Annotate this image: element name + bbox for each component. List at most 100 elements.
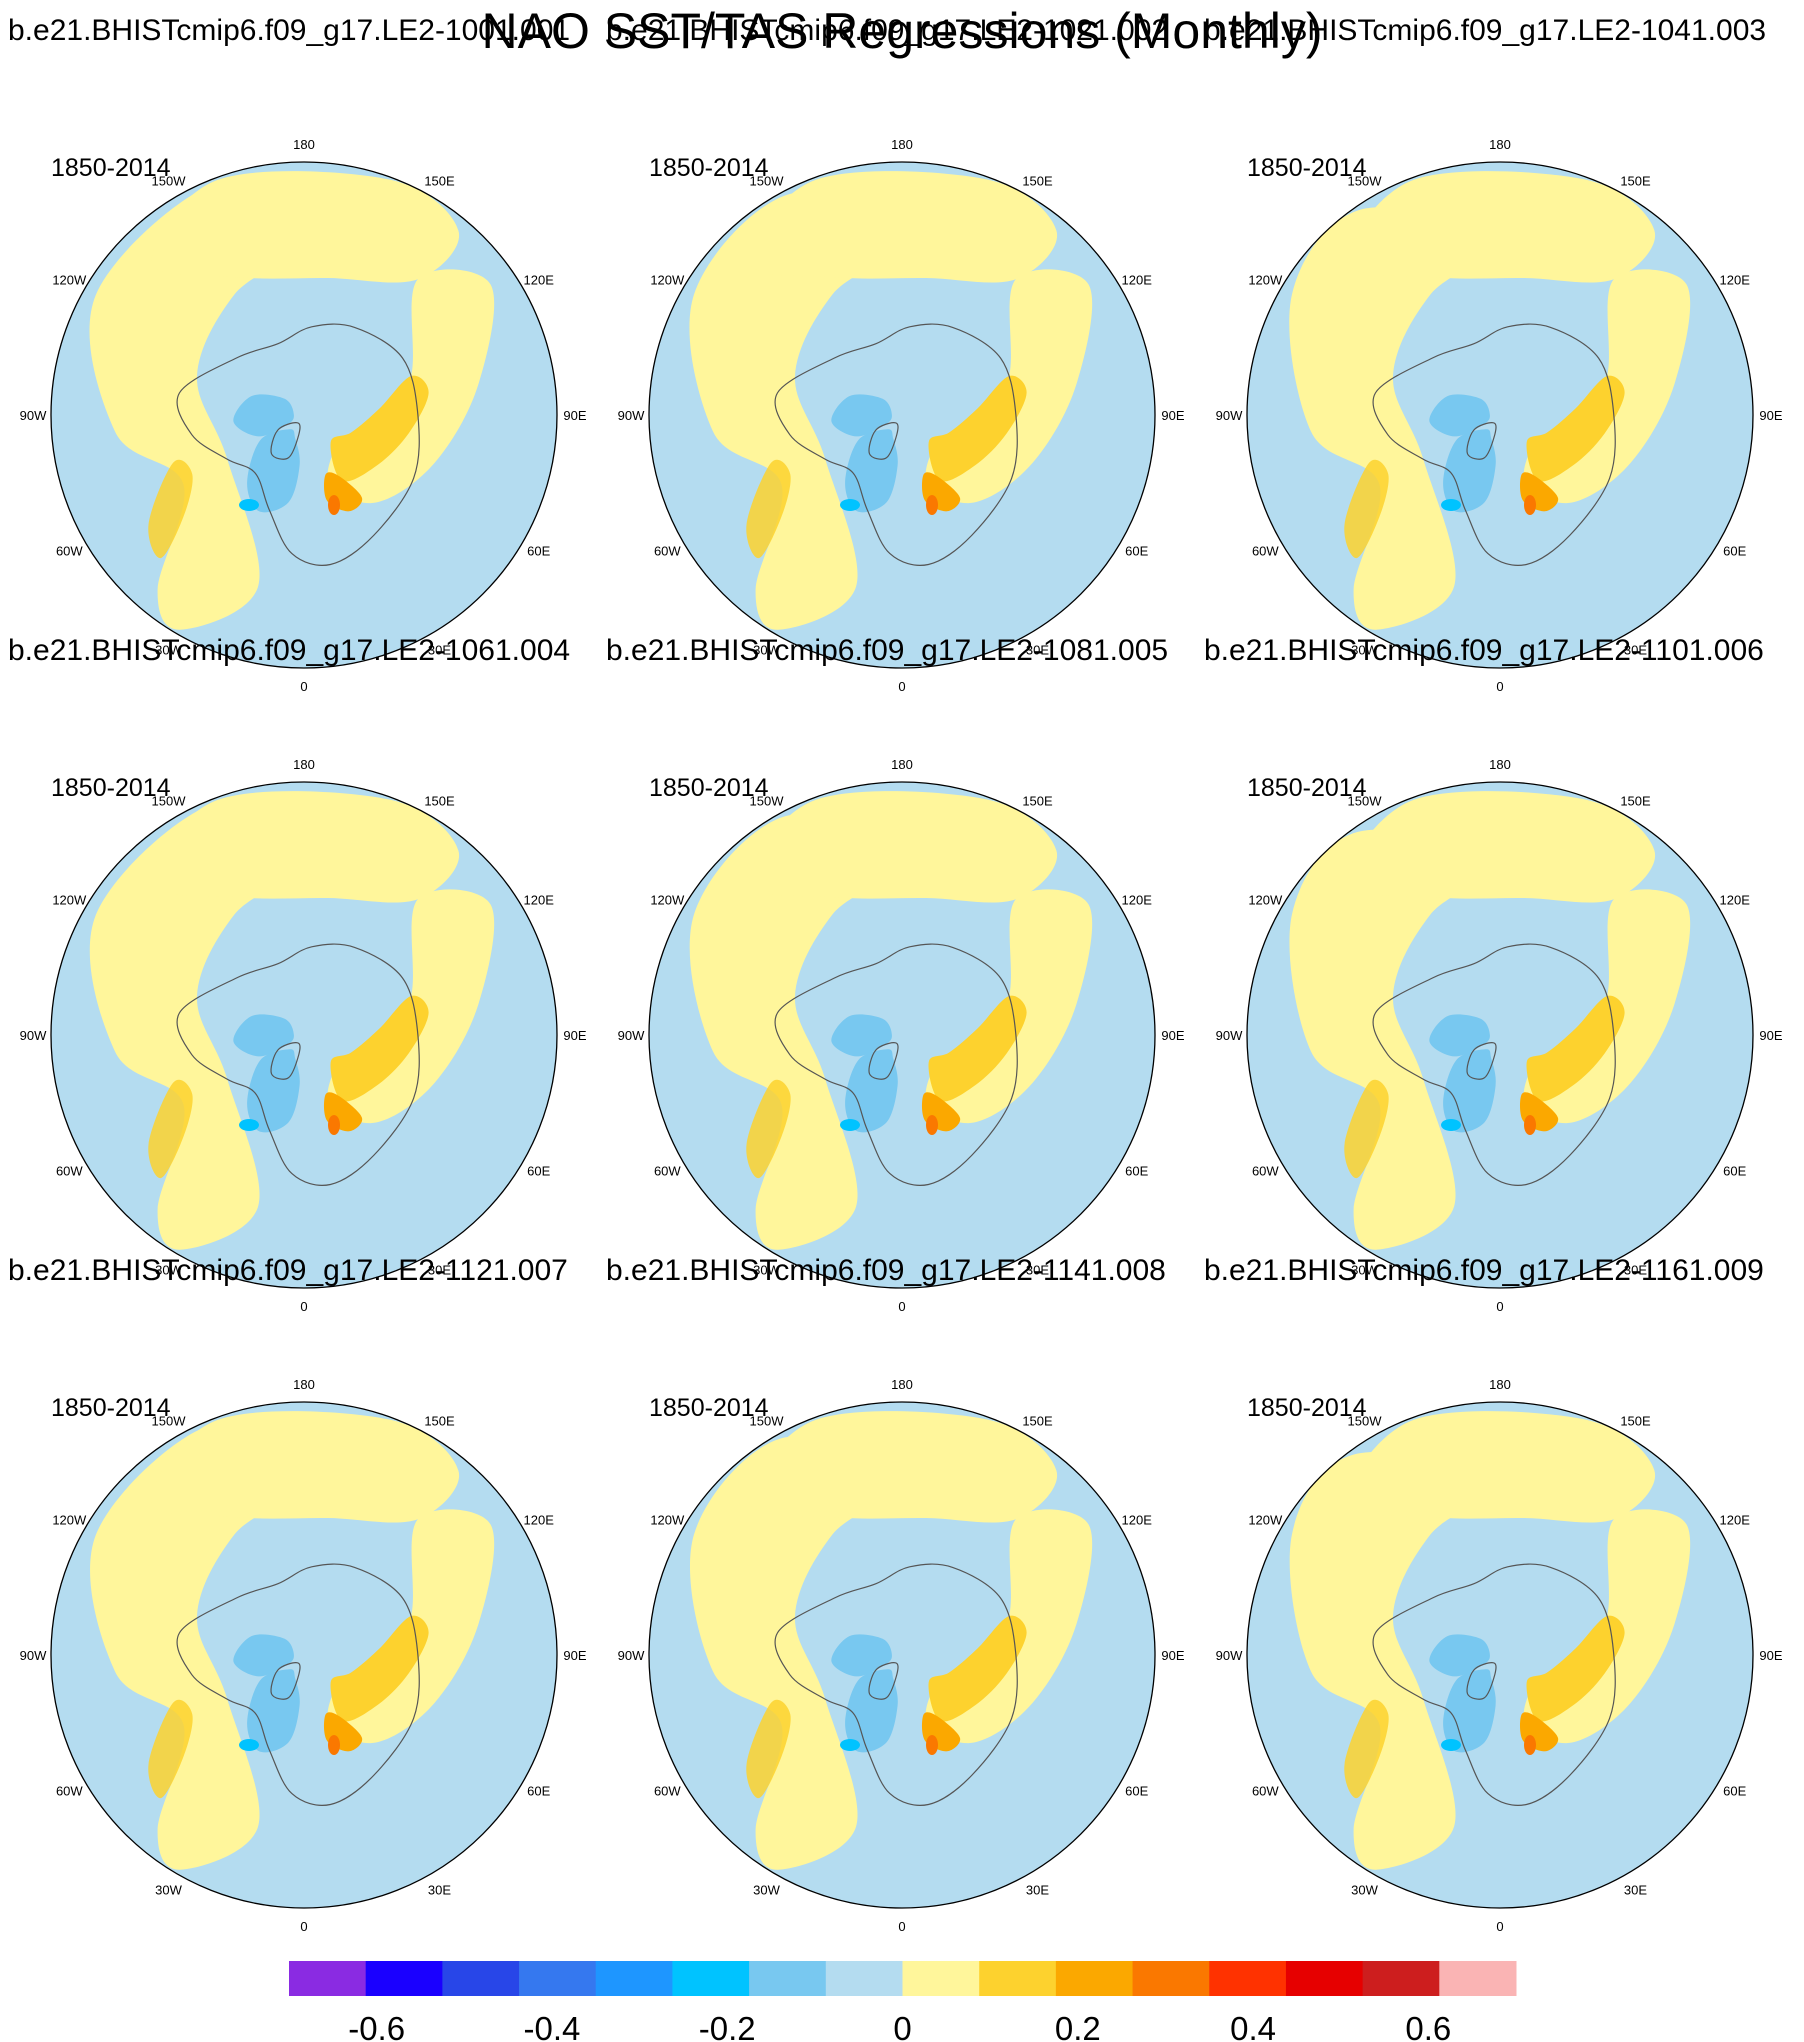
longitude-label: 150W — [750, 1413, 785, 1428]
longitude-label: 120W — [1248, 273, 1283, 288]
strong-positive-region — [1526, 1615, 1625, 1722]
very-strong-positive-spot — [926, 495, 938, 515]
coastlines — [774, 1563, 1018, 1806]
negative-region — [247, 1669, 300, 1753]
longitude-label: 60E — [1125, 1784, 1148, 1799]
longitude-label: 120E — [524, 1513, 555, 1528]
strong-negative-spot — [1441, 1119, 1461, 1131]
longitude-label: 150E — [1022, 793, 1053, 808]
longitude-label: 120E — [524, 273, 555, 288]
panel-title: b.e21.BHISTcmip6.f09_g17.LE2-1101.006 — [1204, 634, 1764, 667]
longitude-label: 120E — [1122, 893, 1153, 908]
longitude-label: 90W — [1216, 1648, 1243, 1663]
panel-title: b.e21.BHISTcmip6.f09_g17.LE2-1121.007 — [8, 1254, 568, 1287]
longitude-label: 30E — [428, 643, 451, 658]
longitude-label: 30W — [753, 643, 780, 658]
panel-period: 1850-2014 — [1247, 774, 1367, 802]
map-outline — [50, 161, 558, 669]
strong-negative-spot — [840, 499, 860, 511]
negative-region — [1429, 1634, 1490, 1677]
longitude-label: 90E — [1759, 408, 1782, 423]
strong-positive-region — [928, 1615, 1027, 1722]
panel-title: b.e21.BHISTcmip6.f09_g17.LE2-1001.001 — [8, 14, 571, 47]
strong-positive-region — [330, 995, 429, 1102]
positive-region — [89, 180, 305, 630]
longitude-label: 90W — [618, 1028, 645, 1043]
positive-region — [1347, 171, 1656, 283]
longitude-label: 90E — [1759, 1648, 1782, 1663]
longitude-label: 180 — [1489, 1377, 1511, 1392]
panel-period: 1850-2014 — [51, 774, 171, 802]
longitude-label: 120W — [52, 1513, 87, 1528]
longitude-label: 30E — [428, 1883, 451, 1898]
strong-positive-region — [330, 375, 429, 482]
very-strong-positive-spot — [328, 495, 340, 515]
longitude-label: 120W — [1248, 1513, 1283, 1528]
map-outline — [50, 1401, 558, 1909]
coastlines — [176, 1563, 420, 1806]
longitude-label: 120W — [52, 273, 87, 288]
strong-positive-region — [746, 1079, 791, 1179]
longitude-label: 180 — [891, 757, 913, 772]
longitude-label: 60W — [56, 544, 83, 559]
panel-title: b.e21.BHISTcmip6.f09_g17.LE2-1061.004 — [8, 634, 571, 667]
longitude-label: 180 — [891, 137, 913, 152]
longitude-label: 150W — [152, 173, 187, 188]
strong-positive-region — [1344, 1079, 1389, 1179]
longitude-label: 30E — [1026, 643, 1049, 658]
strong-negative-spot — [239, 1739, 259, 1751]
strong-positive-region — [1344, 1699, 1389, 1799]
strong-positive-region — [1526, 995, 1625, 1102]
longitude-label: 150W — [750, 173, 785, 188]
longitude-label: 150E — [424, 1413, 455, 1428]
negative-region — [831, 1634, 892, 1677]
longitude-label: 90W — [618, 1648, 645, 1663]
strong-negative-spot — [1441, 499, 1461, 511]
map-outline — [648, 161, 1156, 669]
strong-positive-region — [330, 1615, 429, 1722]
longitude-label: 90W — [1216, 408, 1243, 423]
negative-region — [1429, 394, 1490, 437]
longitude-label: 0 — [1496, 1919, 1503, 1934]
longitude-label: 150W — [152, 1413, 187, 1428]
positive-region — [89, 802, 305, 1250]
longitude-label: 60E — [527, 544, 550, 559]
longitude-label: 90W — [618, 408, 645, 423]
panel-period: 1850-2014 — [1247, 1394, 1367, 1422]
positive-region — [151, 171, 460, 283]
negative-region — [845, 1669, 898, 1753]
longitude-label: 60W — [1252, 544, 1279, 559]
longitude-label: 180 — [293, 757, 315, 772]
longitude-label: 120E — [1122, 1513, 1153, 1528]
map-outline — [1246, 781, 1754, 1289]
positive-region — [1289, 1451, 1502, 1870]
strong-negative-spot — [1441, 1739, 1461, 1751]
longitude-label: 60E — [527, 1784, 550, 1799]
longitude-label: 150W — [1348, 173, 1383, 188]
longitude-label: 30W — [155, 1263, 182, 1278]
longitude-label: 30W — [753, 1263, 780, 1278]
very-strong-positive-spot — [1524, 495, 1536, 515]
longitude-label: 60W — [654, 1164, 681, 1179]
very-strong-positive-spot — [328, 1115, 340, 1135]
strong-negative-spot — [239, 499, 259, 511]
map-outline — [1246, 161, 1754, 669]
longitude-label: 60E — [1125, 1164, 1148, 1179]
longitude-label: 120E — [1720, 273, 1751, 288]
longitude-label: 90W — [20, 408, 47, 423]
longitude-label: 120W — [650, 1513, 685, 1528]
longitude-label: 30E — [1026, 1263, 1049, 1278]
longitude-label: 30E — [1624, 643, 1647, 658]
longitude-label: 0 — [300, 1919, 307, 1934]
longitude-label: 150E — [424, 793, 455, 808]
longitude-label: 150W — [750, 793, 785, 808]
negative-region — [1443, 429, 1496, 513]
very-strong-positive-spot — [926, 1735, 938, 1755]
positive-region — [749, 791, 1058, 903]
